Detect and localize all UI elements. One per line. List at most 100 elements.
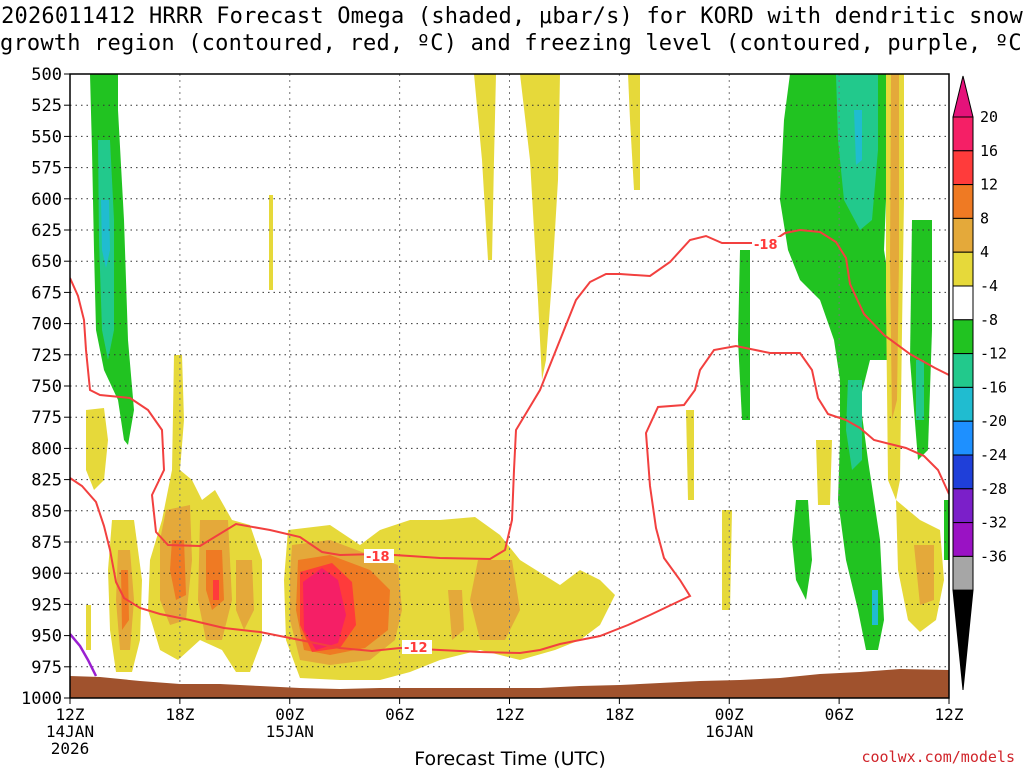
omega-descent-region (916, 360, 924, 420)
freezing-level-contour (70, 633, 98, 677)
y-tick-label: 650 (31, 252, 62, 272)
omega-ascent-region (448, 590, 464, 640)
colorbar-segment (952, 217, 974, 253)
y-tick-label: 1000 (21, 689, 62, 709)
colorbar-segment (952, 251, 974, 287)
y-tick-label: 925 (31, 595, 62, 615)
omega-ascent-region (303, 568, 346, 650)
grid (70, 74, 949, 698)
y-tick-label: 875 (31, 533, 62, 553)
x-tick-label: 12Z (495, 705, 524, 724)
x-tick-year: 2026 (51, 739, 90, 758)
colorbar-label: -4 (980, 277, 998, 295)
y-tick-label: 900 (31, 564, 62, 584)
contour-label-top: -18 (754, 238, 778, 253)
colorbar-segment (952, 488, 974, 524)
chart-title-line2: growth region (contoured, red, ºC) and f… (0, 31, 1024, 56)
colorbar-arrow-bottom (952, 589, 974, 691)
y-tick-label: 525 (31, 96, 62, 116)
colorbar-label: -28 (980, 480, 1007, 498)
omega-shading (86, 74, 949, 680)
colorbar-segment (952, 555, 974, 591)
y-tick-label: 750 (31, 377, 62, 397)
x-tick-label: 12Z (56, 705, 85, 724)
colorbar-label: -12 (980, 345, 1007, 363)
x-tick-date: 16JAN (705, 722, 753, 741)
y-tick-label: 575 (31, 159, 62, 179)
terrain-fill (70, 669, 949, 698)
x-tick-label: 06Z (385, 705, 414, 724)
x-tick-label: 18Z (605, 705, 634, 724)
colorbar-segment (952, 150, 974, 186)
colorbar-label: 16 (980, 142, 998, 160)
dgz-contour-minus18 (70, 228, 949, 561)
omega-ascent-region (86, 408, 108, 490)
y-tick-label: 775 (31, 408, 62, 428)
omega-ascent-region (121, 570, 129, 630)
y-axis: 500 525 550 575 600 625 650 675 700 725 750 775 800 8… (21, 65, 70, 709)
x-tick-date: 14JAN (46, 722, 94, 741)
y-tick-label: 725 (31, 346, 62, 366)
colorbar-segment (952, 184, 974, 219)
colorbar-segment (952, 116, 974, 152)
dgz-contour-minus12 (70, 344, 949, 655)
chart-title-line1: 2026011412 HRRR Forecast Omega (shaded, … (1, 4, 1023, 29)
credit-text: coolwx.com/models (861, 748, 1015, 766)
omega-ascent-region (628, 74, 640, 190)
y-tick-label: 850 (31, 502, 62, 522)
colorbar-label: -20 (980, 412, 1007, 430)
y-tick-label: 975 (31, 658, 62, 678)
colorbar-segment (952, 319, 974, 355)
x-tick-label: 00Z (715, 705, 744, 724)
x-tick-date: 15JAN (266, 722, 314, 741)
x-axis-title: Forecast Time (UTC) (414, 748, 605, 768)
contour-labels: -18 -18 -12 (364, 237, 782, 656)
colorbar-label: -8 (980, 311, 998, 329)
colorbar-label: 8 (980, 209, 989, 227)
omega-descent-region (910, 220, 932, 460)
colorbar-label: -36 (980, 547, 1007, 565)
omega-ascent-region (213, 580, 219, 600)
omega-ascent-region (86, 605, 91, 650)
colorbar-label: -24 (980, 446, 1007, 464)
omega-ascent-region (890, 74, 899, 420)
colorbar-segment (952, 285, 974, 321)
y-tick-label: 800 (31, 439, 62, 459)
y-tick-label: 600 (31, 190, 62, 210)
omega-ascent-region (686, 410, 694, 500)
omega-descent-region (944, 500, 949, 560)
y-tick-label: 550 (31, 127, 62, 147)
y-tick-label: 950 (31, 627, 62, 647)
omega-ascent-region (470, 560, 520, 640)
omega-descent-region (872, 590, 878, 625)
contour-label-middle: -18 (366, 550, 390, 565)
colorbar-label: 4 (980, 243, 989, 261)
colorbar-label: -32 (980, 514, 1007, 532)
omega-descent-region (854, 110, 862, 165)
colorbar-segment (952, 522, 974, 557)
x-tick-label: 12Z (935, 705, 964, 724)
y-tick-label: 500 (31, 65, 62, 85)
contour-label-bg (364, 549, 394, 563)
contour-label-bg (402, 640, 432, 654)
y-tick-label: 625 (31, 221, 62, 241)
contour-label-bottom: -12 (404, 641, 428, 656)
colorbar-label: 20 (980, 108, 998, 126)
omega-ascent-region (269, 195, 273, 290)
omega-ascent-region (914, 545, 934, 605)
x-tick-label: 00Z (275, 705, 304, 724)
omega-ascent-region (816, 440, 832, 505)
colorbar-segment (952, 420, 974, 456)
dgz-contours (70, 228, 949, 655)
y-tick-label: 700 (31, 315, 62, 335)
y-tick-label: 825 (31, 471, 62, 491)
colorbar-label: -16 (980, 378, 1007, 396)
omega-ascent-region (170, 540, 186, 600)
colorbar-segment (952, 353, 974, 388)
x-tick-label: 06Z (825, 705, 854, 724)
contour-label-bg (752, 237, 782, 251)
colorbar: 20 16 12 8 4 -4 -8 -12 -16 -20 -24 -28 -32 -36 (952, 75, 1007, 691)
omega-descent-region (792, 500, 812, 600)
